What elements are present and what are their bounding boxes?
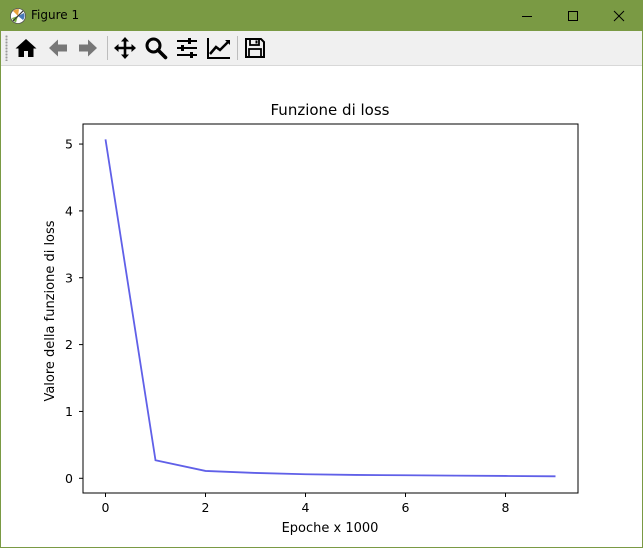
figure-canvas[interactable]: Funzione di loss 0 2 4 6 8 0 1 2 3 4 5 Epoche x 10…	[1, 66, 642, 547]
edit-axis-button[interactable]	[205, 34, 233, 62]
toolbar-separator	[237, 36, 238, 60]
toolbar-separator	[107, 36, 108, 60]
matplotlib-app-icon	[10, 8, 26, 24]
zoom-magnifier-icon	[145, 37, 168, 60]
y-tick-label: 1	[65, 404, 73, 419]
y-tick-label: 3	[65, 270, 73, 285]
home-button[interactable]	[12, 34, 40, 62]
y-axis-label: Valore della funzione di loss	[43, 220, 58, 401]
loss-series-line	[104, 139, 556, 478]
y-tick-label: 0	[65, 471, 73, 486]
axes-frame	[82, 123, 579, 494]
line-chart: Funzione di loss 0 2 4 6 8 0 1 2 3 4 5 Epoche x 10…	[43, 101, 579, 536]
navigation-toolbar	[1, 31, 642, 66]
x-tick-label: 6	[402, 500, 410, 515]
maximize-button[interactable]	[550, 1, 596, 31]
home-icon	[15, 39, 37, 57]
minimize-button[interactable]	[504, 1, 550, 31]
close-button[interactable]	[596, 1, 642, 31]
configure-subplots-button[interactable]	[173, 34, 201, 62]
y-tick-label: 2	[65, 337, 73, 352]
configure-subplots-icon	[177, 38, 197, 58]
x-axis-label: Epoche x 1000	[282, 521, 379, 536]
back-arrow-icon	[49, 39, 67, 57]
forward-button[interactable]	[74, 34, 102, 62]
zoom-button[interactable]	[142, 34, 170, 62]
forward-arrow-icon	[79, 39, 97, 57]
title-bar[interactable]: Figure 1	[1, 1, 642, 31]
save-floppy-icon	[245, 38, 265, 58]
pan-button[interactable]	[111, 34, 139, 62]
x-tick-label: 0	[102, 500, 110, 515]
y-tick-label: 4	[65, 203, 73, 218]
save-button[interactable]	[241, 34, 269, 62]
edit-axis-icon	[207, 38, 230, 59]
x-tick-label: 2	[202, 500, 210, 515]
x-tick-label: 8	[502, 500, 510, 515]
pan-move-icon	[114, 37, 136, 59]
minimize-icon	[522, 16, 532, 17]
toolbar-grip	[5, 35, 8, 61]
y-tick-label: 5	[65, 137, 73, 152]
back-button[interactable]	[44, 34, 72, 62]
chart-title: Funzione di loss	[271, 101, 390, 119]
close-icon	[613, 10, 625, 22]
x-tick-label: 4	[302, 500, 310, 515]
window-title: Figure 1	[31, 8, 80, 22]
maximize-icon	[568, 11, 578, 21]
